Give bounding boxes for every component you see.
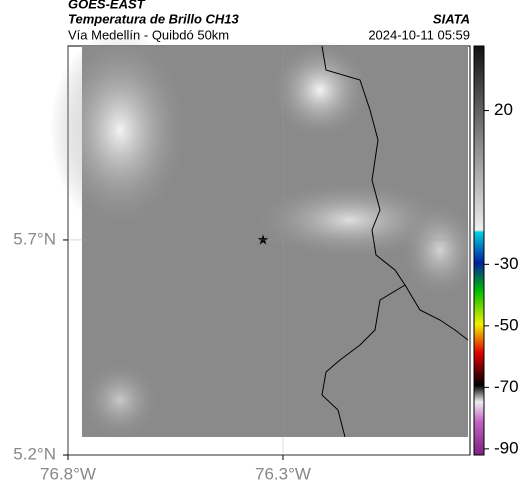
- source: SIATA: [433, 11, 470, 26]
- boundary: [321, 45, 406, 438]
- boundary: [404, 284, 469, 341]
- cloud: [80, 360, 160, 440]
- title: GOES-EAST: [68, 0, 146, 11]
- map: ★: [50, 30, 480, 456]
- y-tick-label: 5.2°N: [13, 444, 56, 463]
- colorbar-tick-label: 20: [494, 100, 513, 119]
- datetime: 2024-10-11 05:59: [368, 27, 470, 42]
- cloud: [400, 200, 480, 300]
- colorbar: [473, 45, 485, 456]
- y-tick-label: 5.7°N: [13, 229, 56, 248]
- x-tick-label: 76.8°W: [40, 464, 96, 483]
- x-tick-label: 76.3°W: [255, 464, 311, 483]
- colorbar-tick-label: -70: [494, 377, 519, 396]
- colorbar-tick-label: -90: [494, 438, 519, 457]
- cloud: [270, 40, 370, 140]
- subtitle: Temperatura de Brillo CH13: [68, 11, 240, 26]
- colorbar-tick-label: -50: [494, 315, 519, 334]
- cloud: [50, 30, 190, 230]
- colorbar-tick-label: -30: [494, 254, 519, 273]
